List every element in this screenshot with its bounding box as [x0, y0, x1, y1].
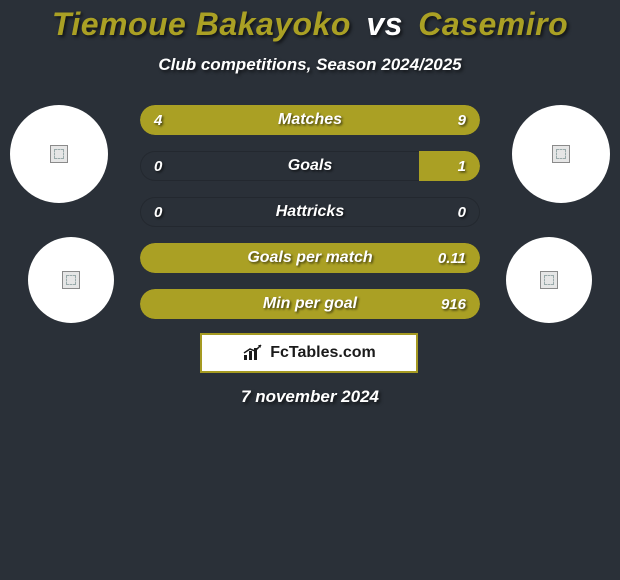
stat-value-right: 1: [458, 151, 466, 181]
stat-value-right: 9: [458, 105, 466, 135]
stat-value-right: 0: [458, 197, 466, 227]
stat-bars: 4Matches90Goals10Hattricks0Goals per mat…: [140, 105, 480, 335]
comparison-widget: Tiemoue Bakayoko vs Casemiro Club compet…: [0, 0, 620, 75]
page-title: Tiemoue Bakayoko vs Casemiro: [0, 6, 620, 43]
vs-text: vs: [366, 6, 403, 42]
player1-name: Tiemoue Bakayoko: [52, 6, 351, 42]
stat-label: Matches: [140, 105, 480, 135]
player2-club-avatar: [506, 237, 592, 323]
player2-name: Casemiro: [418, 6, 568, 42]
stat-label: Goals per match: [140, 243, 480, 273]
player1-avatar: [10, 105, 108, 203]
broken-image-icon: [62, 271, 80, 289]
broken-image-icon: [540, 271, 558, 289]
stat-label: Hattricks: [140, 197, 480, 227]
player2-avatar: [512, 105, 610, 203]
subtitle: Club competitions, Season 2024/2025: [0, 55, 620, 75]
brand-text: FcTables.com: [270, 344, 376, 362]
stat-row: 0Goals1: [140, 151, 480, 181]
chart-icon: [242, 344, 264, 362]
broken-image-icon: [50, 145, 68, 163]
broken-image-icon: [552, 145, 570, 163]
date-text: 7 november 2024: [0, 387, 620, 407]
stat-row: Min per goal916: [140, 289, 480, 319]
stat-value-right: 0.11: [438, 243, 466, 273]
stat-row: 4Matches9: [140, 105, 480, 135]
stat-row: Goals per match0.11: [140, 243, 480, 273]
brand-badge[interactable]: FcTables.com: [200, 333, 418, 373]
player1-club-avatar: [28, 237, 114, 323]
stat-label: Min per goal: [140, 289, 480, 319]
stat-value-right: 916: [441, 289, 466, 319]
stat-label: Goals: [140, 151, 480, 181]
stat-row: 0Hattricks0: [140, 197, 480, 227]
